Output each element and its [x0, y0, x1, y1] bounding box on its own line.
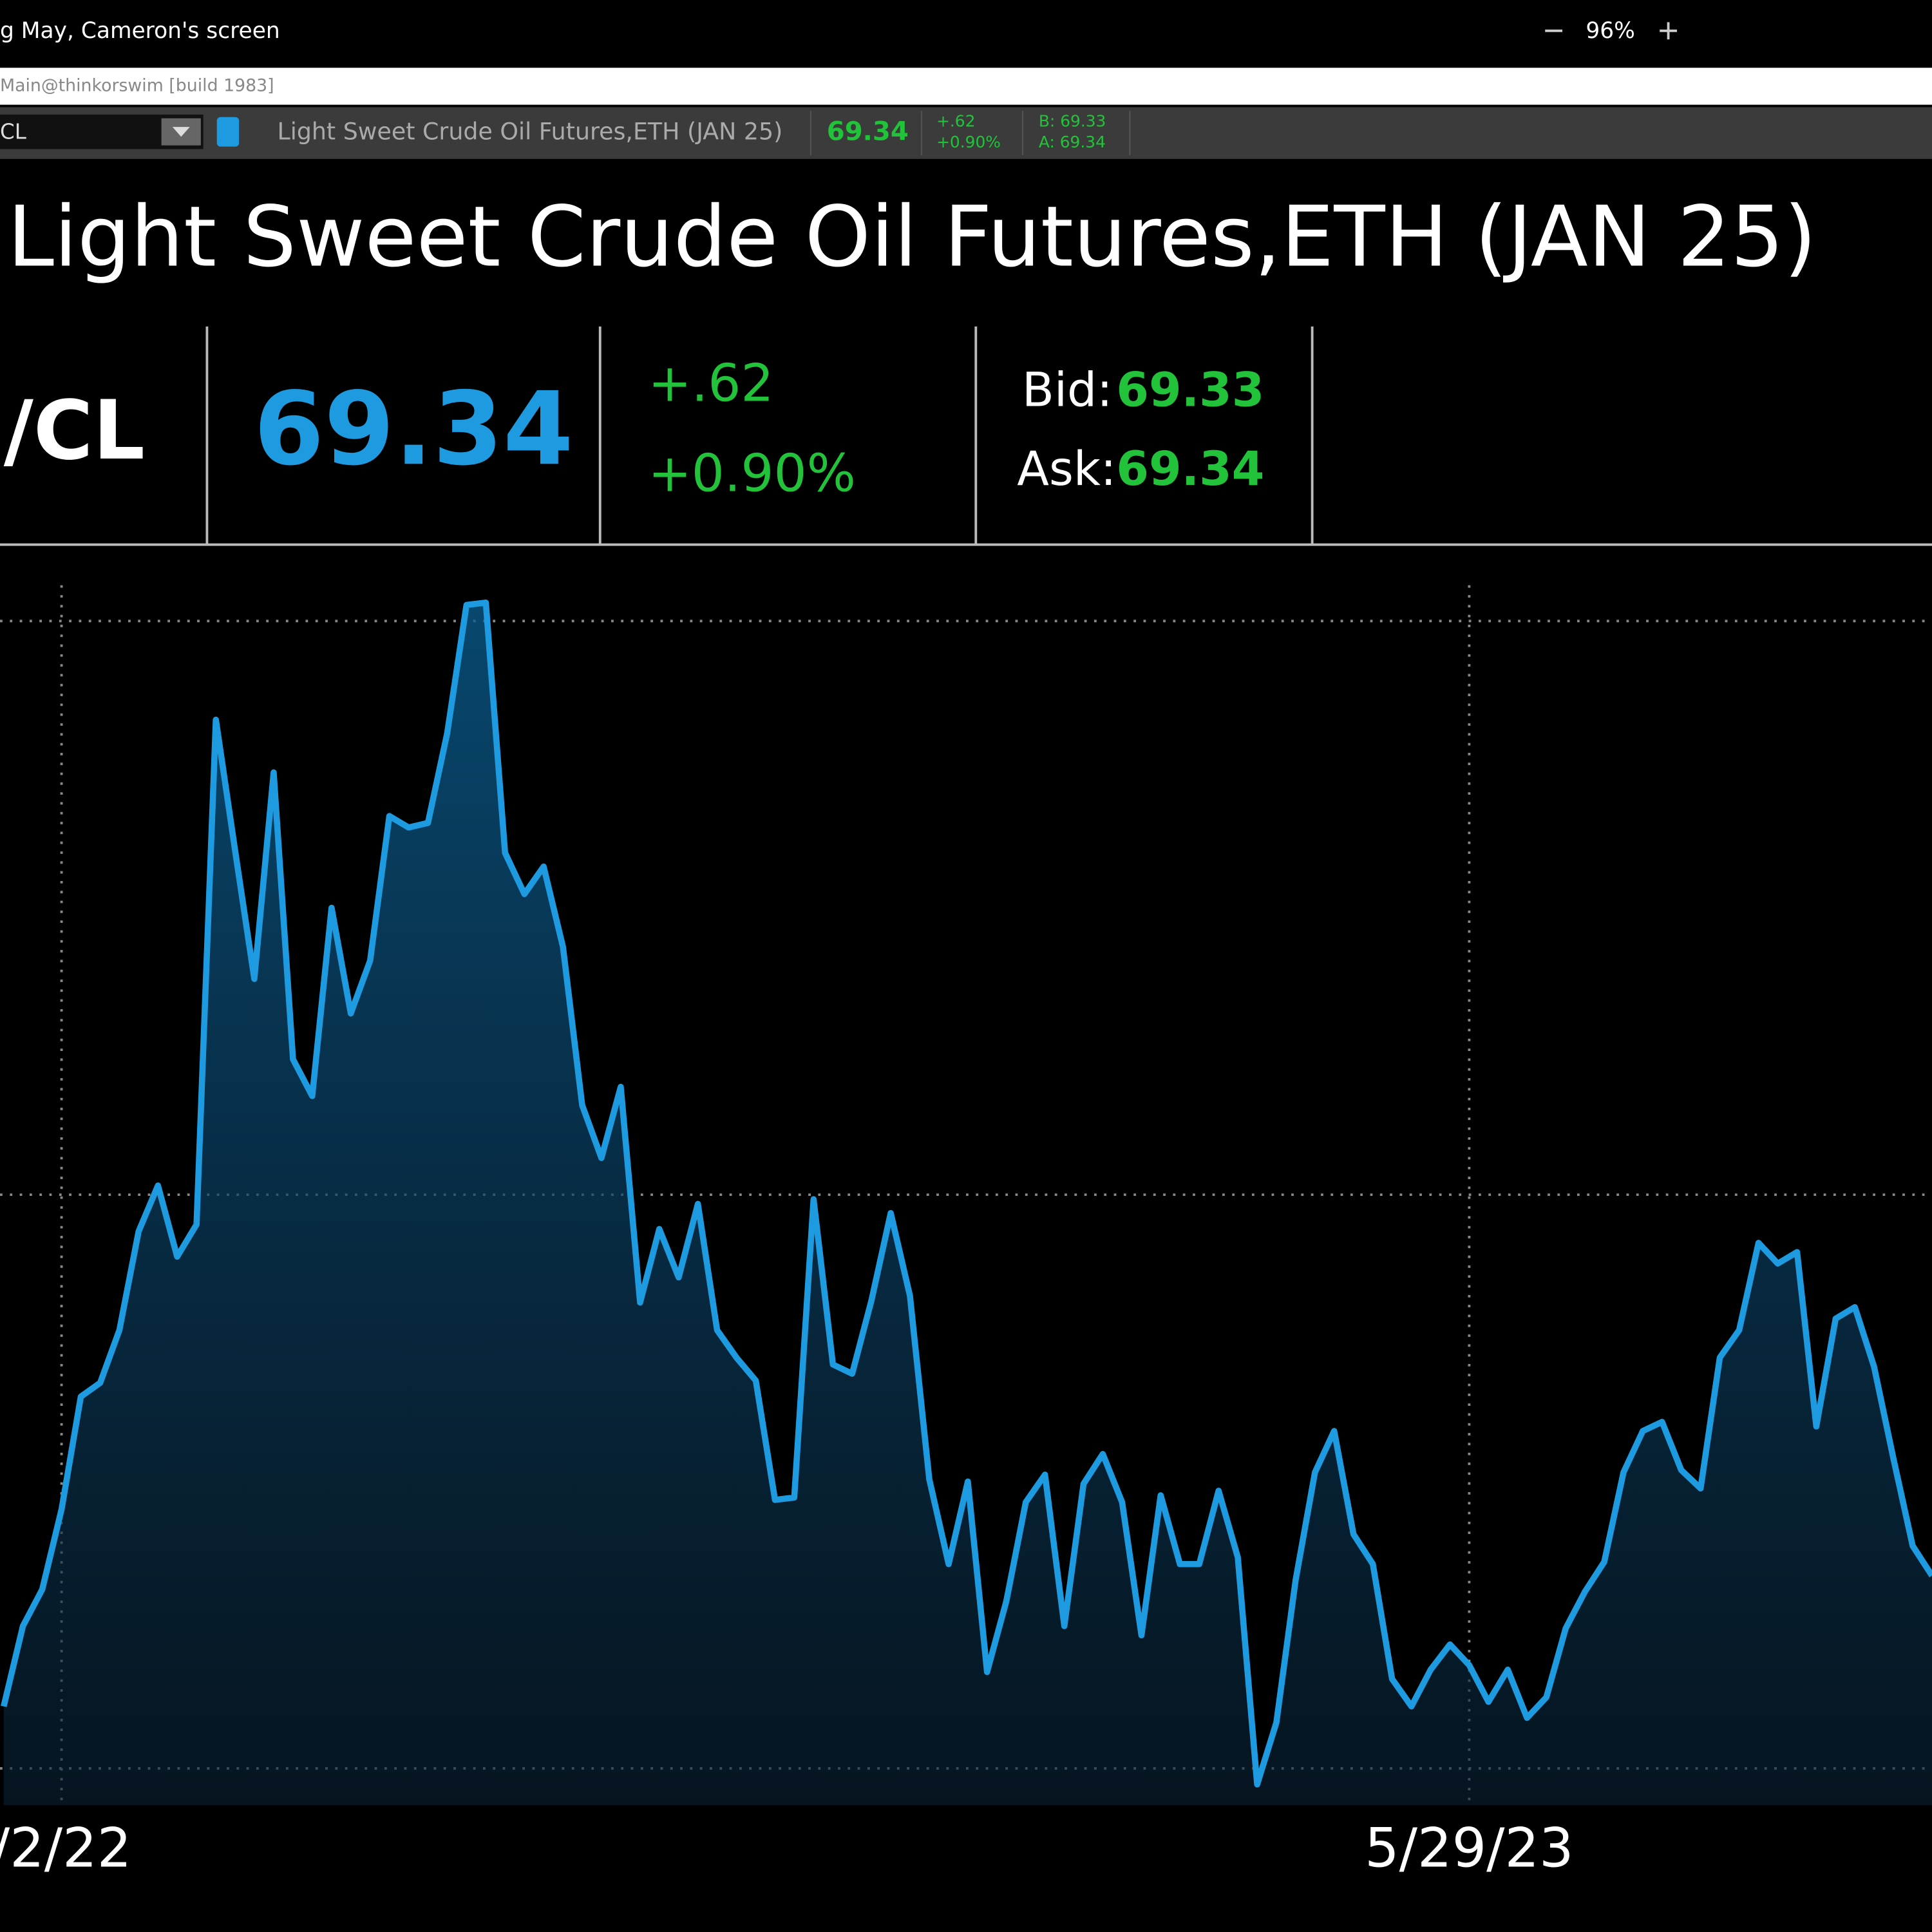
ask-value: 69.34 — [1116, 442, 1264, 497]
quote-change: +.62 — [648, 353, 773, 413]
link-icon[interactable] — [216, 117, 240, 147]
toolbar-bid: B: 69.33 — [1039, 111, 1106, 130]
quote-dividers — [0, 327, 1932, 546]
price-line — [1, 599, 1932, 1788]
toolbar-change-pct: +0.90% — [936, 133, 1001, 151]
quote-title: Light Sweet Crude Oil Futures,ETH (JAN 2… — [7, 188, 1816, 286]
build-label: Main@thinkorswim [build 1983] — [0, 75, 274, 95]
quote-last: 69.34 — [254, 370, 573, 488]
area-fill — [3, 602, 1932, 1805]
toolbar-ask: A: 69.34 — [1039, 133, 1106, 151]
bid-label: Bid: — [1022, 363, 1113, 417]
build-bar — [0, 68, 1932, 105]
toolbar-symbol: CL — [0, 120, 26, 144]
quote-symbol: /CL — [4, 383, 145, 478]
chart: /2/22 5/29/23 — [0, 585, 1932, 1880]
ask-label: Ask: — [1017, 442, 1116, 497]
x-tick-label: /2/22 — [0, 1817, 131, 1880]
toolbar-description: Light Sweet Crude Oil Futures,ETH (JAN 2… — [277, 118, 782, 146]
x-tick-label: 5/29/23 — [1365, 1817, 1573, 1880]
bid-value: 69.33 — [1116, 363, 1264, 417]
zoom-level: 96% — [1586, 18, 1635, 44]
toolbar-last: 69.34 — [827, 117, 909, 147]
toolbar — [0, 107, 1932, 159]
title-bar — [0, 0, 1932, 66]
window-title: g May, Cameron's screen — [0, 18, 280, 44]
quote-change-pct: +0.90% — [648, 442, 856, 503]
zoom-in[interactable] — [1660, 22, 1677, 40]
dropdown-arrow — [172, 127, 190, 137]
toolbar-change: +.62 — [936, 111, 975, 130]
